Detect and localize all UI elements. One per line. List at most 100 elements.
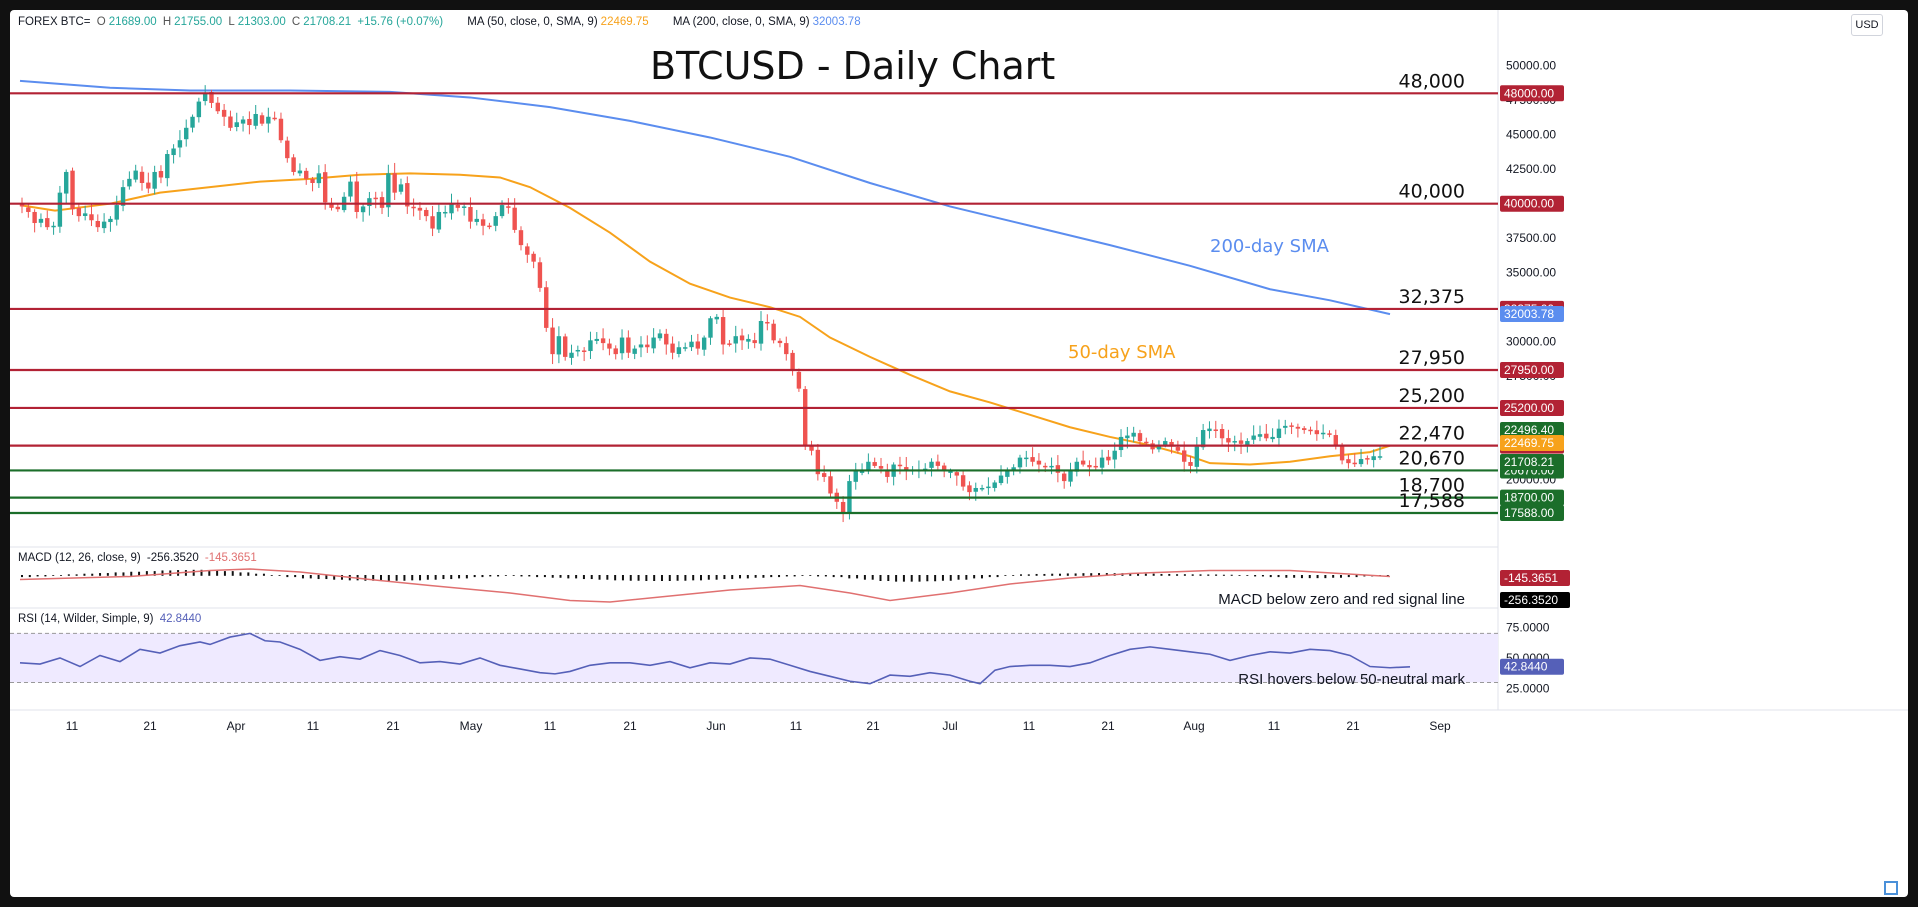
candle-body — [1213, 429, 1218, 431]
candle-body — [1207, 428, 1212, 432]
candle-body — [171, 148, 176, 156]
candle-body — [1346, 459, 1351, 464]
currency-button[interactable]: USD — [1851, 14, 1883, 36]
candle-body — [133, 170, 138, 180]
candle-body — [1219, 428, 1225, 439]
candle-body — [998, 475, 1004, 484]
x-tick-label: Aug — [1183, 719, 1204, 733]
candle-body — [878, 466, 884, 469]
candle-body — [967, 485, 972, 493]
level-label: 22,470 — [1399, 423, 1465, 445]
candle-body — [664, 333, 669, 345]
x-tick-label: 21 — [1346, 719, 1360, 733]
candle-body — [960, 475, 966, 487]
candle-body — [525, 246, 530, 255]
candle-body — [638, 344, 644, 348]
candle-body — [95, 220, 100, 228]
rsi-tick-label: 25.0000 — [1506, 682, 1550, 696]
level-tag-text: 40000.00 — [1504, 197, 1554, 211]
candle-body — [645, 344, 650, 348]
candle-body — [1080, 460, 1086, 465]
macd-legend: MACD (12, 26, close, 9) -256.3520 -145.3… — [18, 552, 260, 564]
candle-body — [821, 473, 827, 477]
candle-body — [1302, 428, 1307, 431]
candle-body — [1036, 460, 1042, 465]
candle-body — [796, 371, 802, 389]
candle-body — [1144, 441, 1149, 444]
candle-body — [405, 183, 410, 207]
candle-body — [184, 127, 189, 140]
level-label: 32,375 — [1399, 286, 1465, 308]
rsi-tag — [1500, 658, 1564, 675]
level-tag-text: 25200.00 — [1504, 401, 1554, 415]
candle-body — [177, 140, 183, 148]
high-value: 21755.00 — [174, 16, 223, 28]
level-tag — [1500, 195, 1564, 212]
y-tick-label: 30000.00 — [1506, 335, 1556, 349]
level-tag — [1500, 399, 1564, 416]
candle-body — [1061, 473, 1067, 482]
candle-body — [329, 202, 334, 208]
candle-body — [1320, 432, 1326, 435]
candle-body — [1156, 445, 1162, 450]
candle-body — [941, 465, 947, 472]
chart-svg: 50000.0047500.0045000.0042500.0040000.00… — [10, 10, 1908, 733]
x-tick-label: 11 — [1023, 719, 1036, 733]
candle-body — [1232, 441, 1237, 443]
candle-body — [613, 348, 618, 355]
candle-body — [506, 206, 511, 208]
candle-body — [1251, 435, 1256, 440]
candle-body — [247, 118, 252, 126]
price-tag — [1500, 454, 1564, 470]
candle-body — [1264, 433, 1269, 439]
candle-body — [417, 207, 423, 211]
candle-body — [64, 171, 69, 194]
price-tag-text: 22469.75 — [1504, 436, 1554, 450]
candle-body — [518, 230, 524, 246]
candle-body — [1377, 456, 1383, 458]
candle-body — [373, 197, 378, 200]
sma200-annotation: 200-day SMA — [1210, 236, 1330, 257]
candle-body — [1112, 450, 1117, 460]
level-label: 25,200 — [1399, 385, 1465, 407]
candle-body — [228, 116, 233, 128]
candle-body — [1043, 465, 1048, 468]
level-tag-text: 27950.00 — [1504, 363, 1554, 377]
level-tag-text: 48000.00 — [1504, 86, 1554, 100]
candle-body — [569, 352, 574, 358]
candle-body — [392, 173, 397, 193]
level-tag — [1500, 489, 1564, 506]
candle-body — [190, 116, 195, 128]
price-tag — [1500, 306, 1564, 323]
candle-body — [32, 211, 37, 224]
candle-body — [474, 218, 479, 222]
candle-body — [1087, 465, 1092, 468]
candle-body — [291, 157, 296, 172]
candle-body — [765, 321, 770, 324]
price-tag — [1500, 435, 1564, 451]
candle-body — [367, 198, 372, 207]
candle-body — [670, 343, 675, 353]
candle-body — [1055, 465, 1061, 473]
candle-body — [1226, 438, 1231, 443]
level-tag — [1500, 361, 1564, 378]
candle-body — [600, 338, 606, 344]
candle-body — [468, 206, 473, 222]
candle-body — [1030, 457, 1035, 462]
candle-body — [297, 170, 303, 174]
candle-body — [588, 340, 593, 352]
candle-body — [304, 170, 309, 179]
candle-body — [354, 181, 359, 212]
candle-body — [1169, 441, 1174, 447]
candle-body — [1093, 465, 1098, 468]
candle-body — [575, 349, 581, 352]
candle-body — [1200, 430, 1206, 448]
candle-body — [1017, 457, 1023, 468]
candle-body — [1238, 440, 1244, 444]
candle-body — [379, 197, 385, 208]
candle-body — [51, 225, 56, 228]
candle-body — [683, 347, 688, 349]
candle-body — [1068, 471, 1073, 482]
x-tick-label: 11 — [66, 719, 79, 733]
candle-body — [607, 343, 612, 349]
